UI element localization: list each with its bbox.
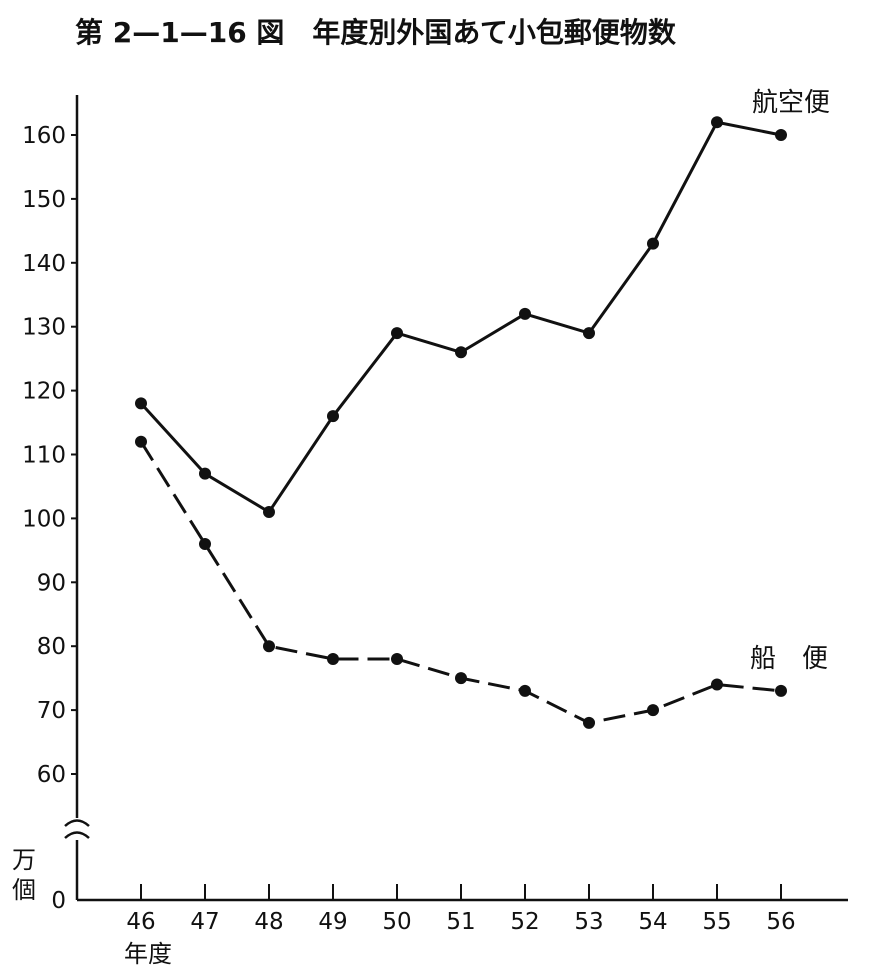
y-tick-label: 120: [22, 379, 66, 405]
data-point: [263, 640, 275, 653]
data-point: [391, 327, 403, 340]
axis-break-mark: [64, 819, 90, 839]
series-label-air: 航空便: [752, 88, 830, 118]
data-point: [327, 652, 339, 665]
axes: [64, 95, 848, 902]
y-tick-label: 100: [22, 506, 66, 532]
chart-title: 第 2—1—16 図 年度別外国あて小包郵便物数: [75, 16, 677, 49]
x-tick-label: 54: [638, 909, 667, 935]
data-point: [711, 678, 723, 691]
data-point: [519, 307, 531, 320]
x-tick-label: 46: [126, 909, 155, 935]
data-point: [455, 672, 467, 685]
series-layer: [135, 116, 787, 729]
x-axis-label: 年度: [124, 940, 172, 968]
y-tick-label: 140: [22, 251, 66, 277]
data-point: [199, 467, 211, 480]
y-axis-unit-label: 万 個: [12, 846, 44, 904]
data-point: [263, 506, 275, 519]
x-tick-label: 49: [318, 909, 347, 935]
data-point: [775, 129, 787, 141]
y-tick-label: 60: [37, 762, 66, 788]
x-tick-label: 50: [382, 909, 411, 935]
x-tick-label: 47: [190, 909, 219, 935]
y-tick-label: 130: [22, 315, 66, 341]
data-point: [775, 684, 787, 697]
data-point: [583, 716, 595, 729]
y-zero-label: 0: [51, 888, 66, 914]
series-line-air: [139, 120, 782, 514]
y-tick-label: 80: [37, 634, 66, 660]
data-point: [135, 397, 147, 410]
data-point: [199, 537, 211, 550]
data-point: [135, 435, 147, 448]
data-point: [647, 237, 659, 250]
data-point: [391, 652, 403, 665]
data-point: [327, 410, 339, 423]
data-point: [711, 116, 723, 129]
x-tick-label: 48: [254, 909, 283, 935]
x-tick-label: 56: [766, 909, 795, 935]
series-label-sea: 船 便: [750, 644, 828, 674]
x-tick-label: 52: [510, 909, 539, 935]
y-tick-label: 70: [37, 698, 66, 724]
y-tick-label: 110: [22, 443, 66, 469]
x-tick-label: 51: [446, 909, 475, 935]
x-tick-label: 53: [574, 909, 603, 935]
x-tick-label: 55: [702, 909, 731, 935]
data-point: [519, 684, 531, 697]
data-point: [583, 327, 595, 340]
y-tick-label: 150: [22, 187, 66, 213]
data-point: [647, 704, 659, 717]
x-ticks: 46 47 48 49 50 51 52 53 54 55 56: [126, 884, 796, 935]
y-tick-label: 160: [22, 123, 66, 149]
y-ticks: 60 70 80 90 100 110 120 130 140 150 160: [22, 123, 77, 788]
y-tick-label: 90: [37, 570, 66, 596]
data-point: [455, 346, 467, 359]
